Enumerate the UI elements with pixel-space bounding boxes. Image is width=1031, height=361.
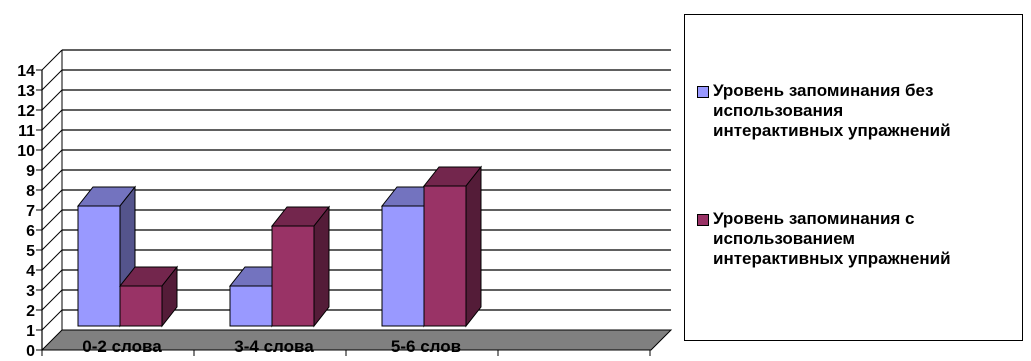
side-gridline-4	[41, 249, 63, 271]
y-tick-label: 12	[17, 103, 35, 120]
bar-s1-2	[229, 285, 273, 327]
y-tick-label: 14	[17, 63, 35, 80]
y-tick-label: 2	[26, 303, 35, 320]
y-tick-label: 10	[17, 143, 35, 160]
legend-label-series-1: Уровень запоминания без использования ин…	[713, 81, 951, 140]
side-gridline-9	[41, 149, 63, 171]
x-tick-label: 5-6 слов	[391, 337, 461, 356]
y-tick-label: 5	[26, 243, 35, 260]
legend-swatch-series-2	[697, 214, 709, 226]
bar-side-s2-3	[465, 165, 482, 328]
y-tick-label: 7	[26, 203, 35, 220]
side-gridline-12	[41, 89, 63, 111]
bar-s1-3	[381, 205, 425, 327]
y-tick-label: 0	[26, 343, 35, 356]
y-tick-label: 8	[26, 183, 35, 200]
x-tick-label: 3-4 слова	[234, 337, 314, 356]
bar-side-s2-2	[313, 205, 330, 328]
bar-s2-1	[119, 285, 163, 327]
side-gridline-13	[41, 69, 63, 91]
bar-s1-1	[77, 205, 121, 327]
y-tick-label: 6	[26, 223, 35, 240]
legend-label-series-2: Уровень запоминания с использованием инт…	[713, 209, 951, 268]
bar-s2-2	[271, 225, 315, 327]
y-tick-label: 1	[26, 323, 35, 340]
y-tick-label: 3	[26, 283, 35, 300]
side-gridline-3	[41, 269, 63, 291]
x-tick-label: 0-2 слова	[82, 337, 162, 356]
side-gridline-7	[41, 189, 63, 211]
chart-legend: Уровень запоминания без использования ин…	[684, 14, 1023, 341]
legend-swatch-series-1	[697, 86, 709, 98]
side-gridline-8	[41, 169, 63, 191]
side-gridline-11	[41, 109, 63, 131]
side-gridline-5	[41, 229, 63, 251]
chart-floor	[40, 329, 673, 351]
y-tick-label: 9	[26, 163, 35, 180]
side-gridline-1	[41, 309, 63, 331]
legend-item-series-1: Уровень запоминания без использования ин…	[697, 81, 951, 141]
y-tick-label: 4	[26, 263, 35, 280]
side-gridline-2	[41, 289, 63, 311]
y-tick-label: 11	[18, 123, 35, 140]
legend-item-series-2: Уровень запоминания с использованием инт…	[697, 209, 951, 269]
side-gridline-14	[41, 49, 63, 71]
y-tick-label: 13	[17, 83, 35, 100]
side-gridline-10	[41, 129, 63, 151]
side-gridline-6	[41, 209, 63, 231]
bar-side-s2-1	[161, 265, 178, 328]
bar-s2-3	[423, 185, 467, 327]
